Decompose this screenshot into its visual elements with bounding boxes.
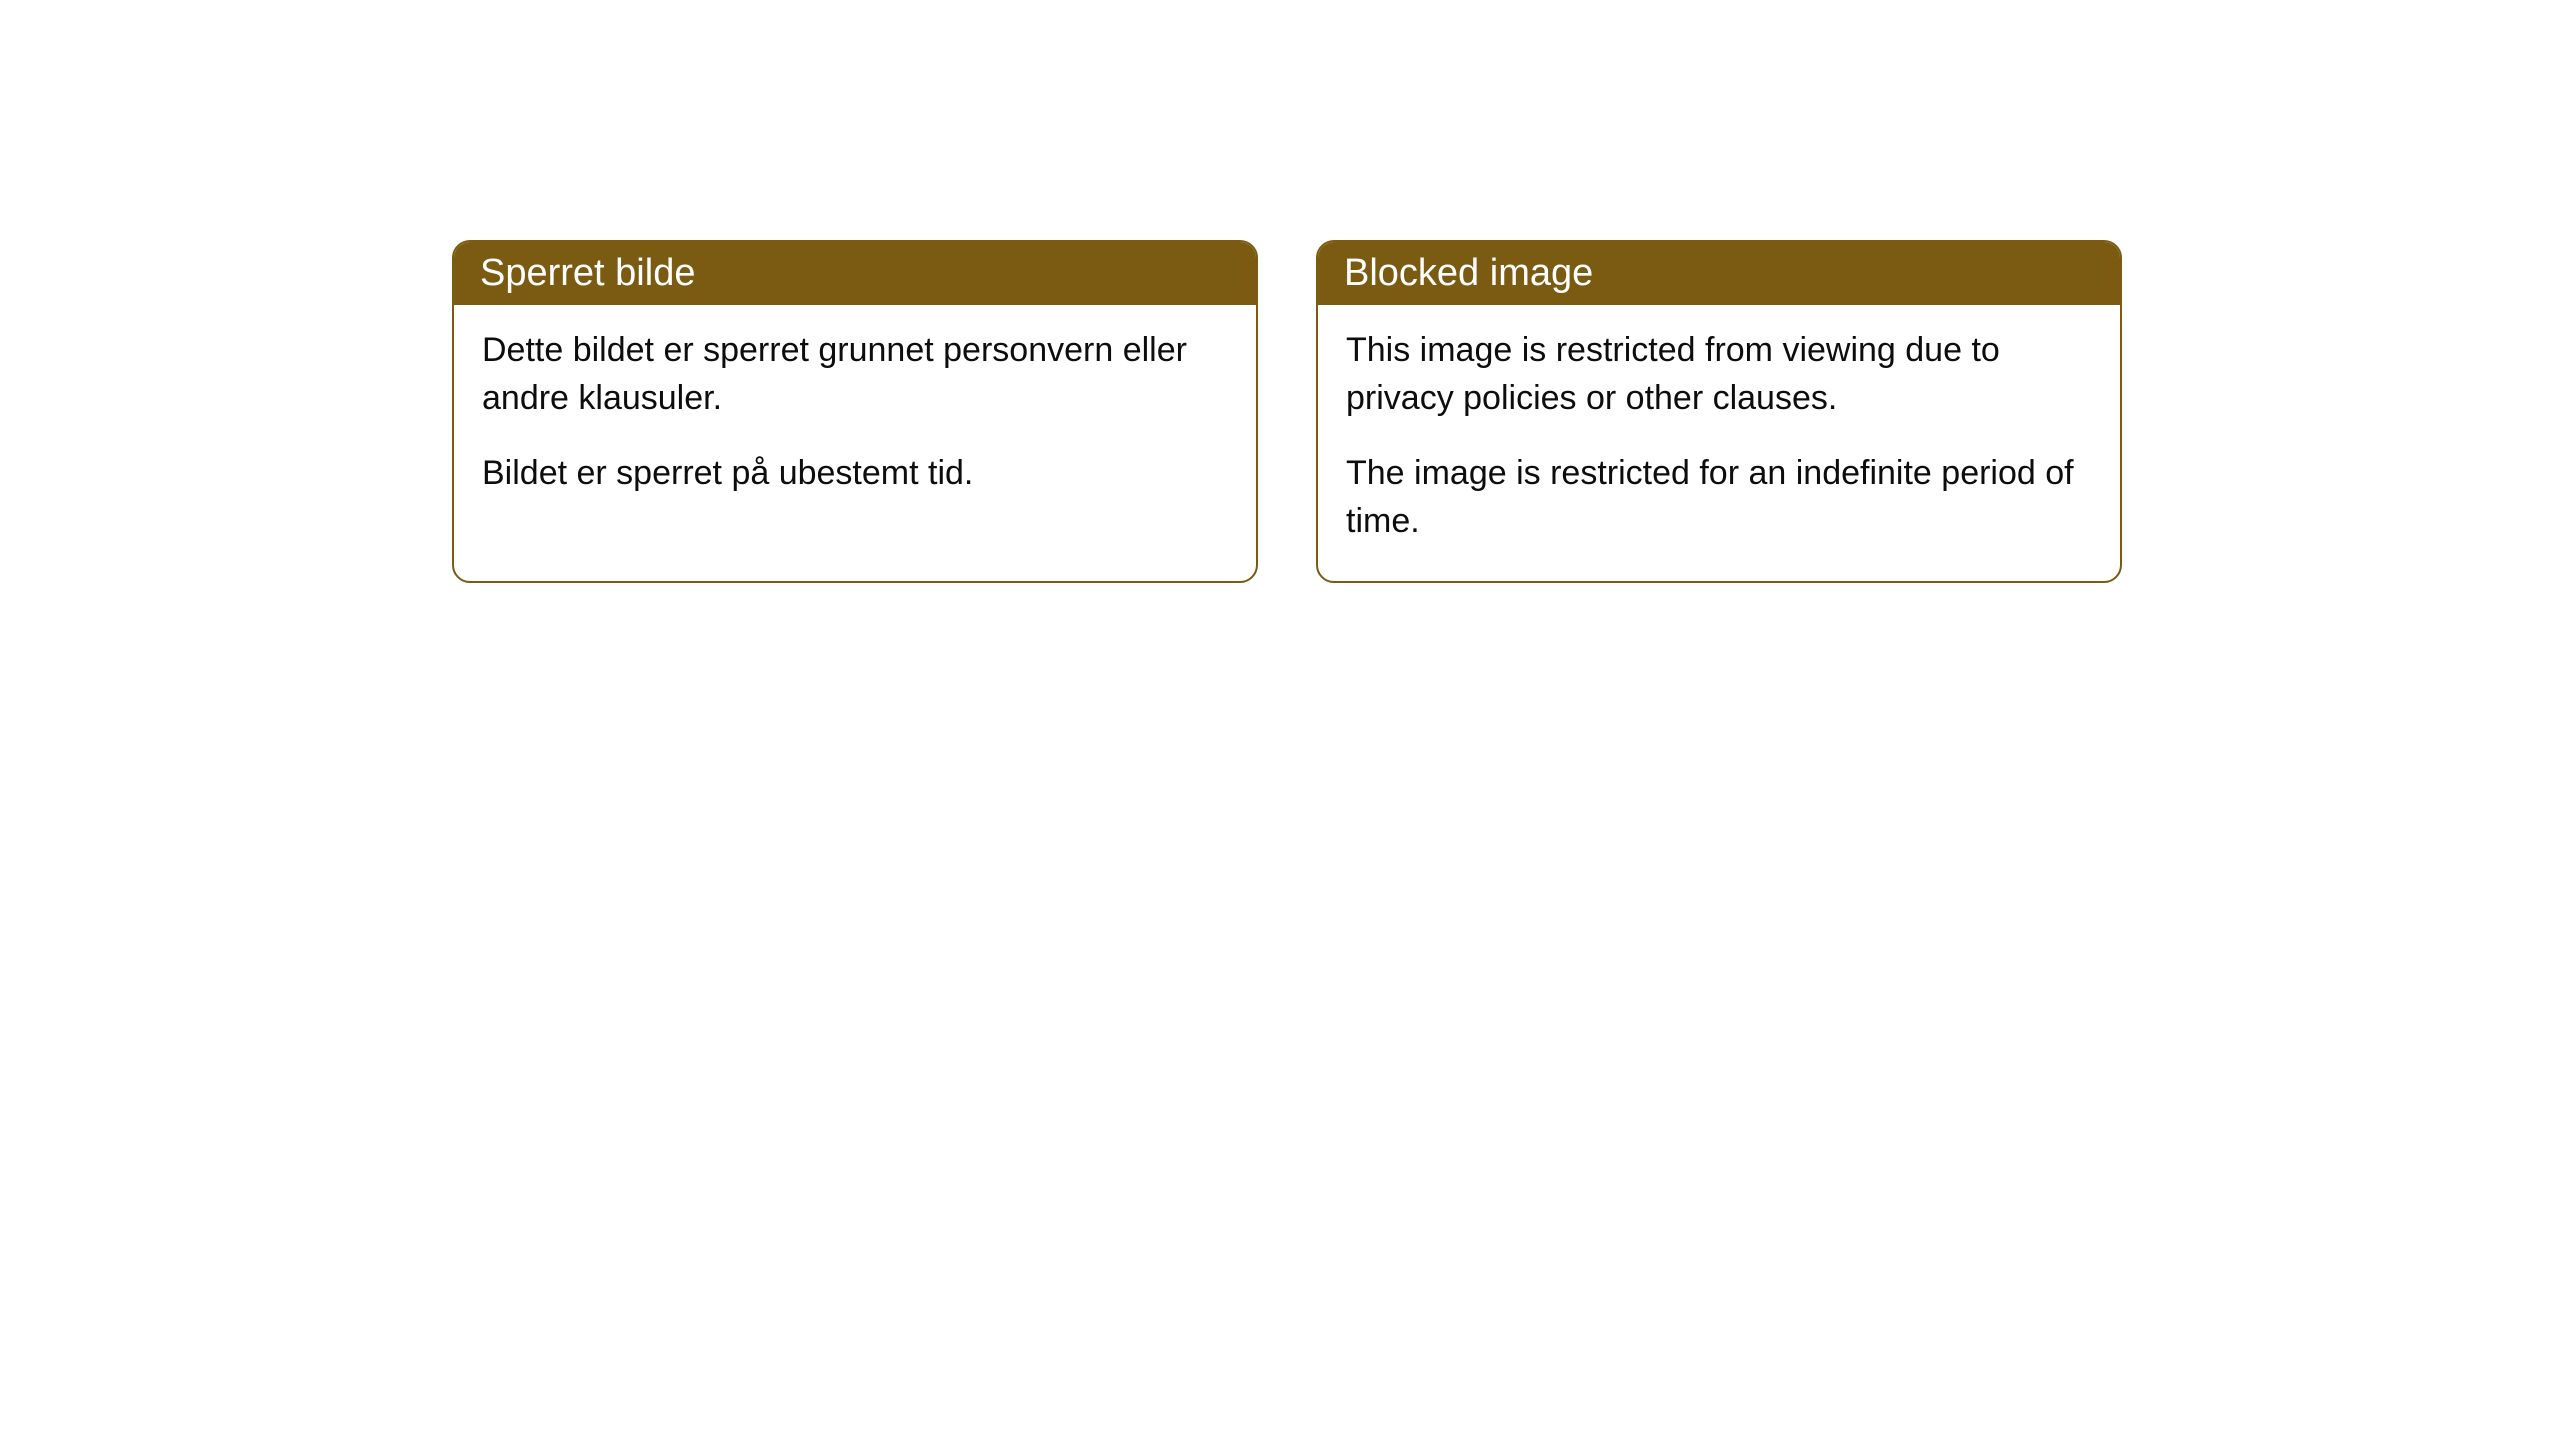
notice-cards-container: Sperret bilde Dette bildet er sperret gr… (452, 240, 2122, 583)
card-paragraph: Dette bildet er sperret grunnet personve… (482, 327, 1228, 422)
card-body: This image is restricted from viewing du… (1318, 305, 2120, 581)
card-header: Sperret bilde (454, 242, 1256, 305)
card-paragraph: This image is restricted from viewing du… (1346, 327, 2092, 422)
card-paragraph: Bildet er sperret på ubestemt tid. (482, 450, 1228, 498)
card-body: Dette bildet er sperret grunnet personve… (454, 305, 1256, 534)
card-title: Blocked image (1344, 252, 1593, 294)
card-paragraph: The image is restricted for an indefinit… (1346, 450, 2092, 545)
card-header: Blocked image (1318, 242, 2120, 305)
card-title: Sperret bilde (480, 252, 695, 294)
notice-card-english: Blocked image This image is restricted f… (1316, 240, 2122, 583)
notice-card-norwegian: Sperret bilde Dette bildet er sperret gr… (452, 240, 1258, 583)
